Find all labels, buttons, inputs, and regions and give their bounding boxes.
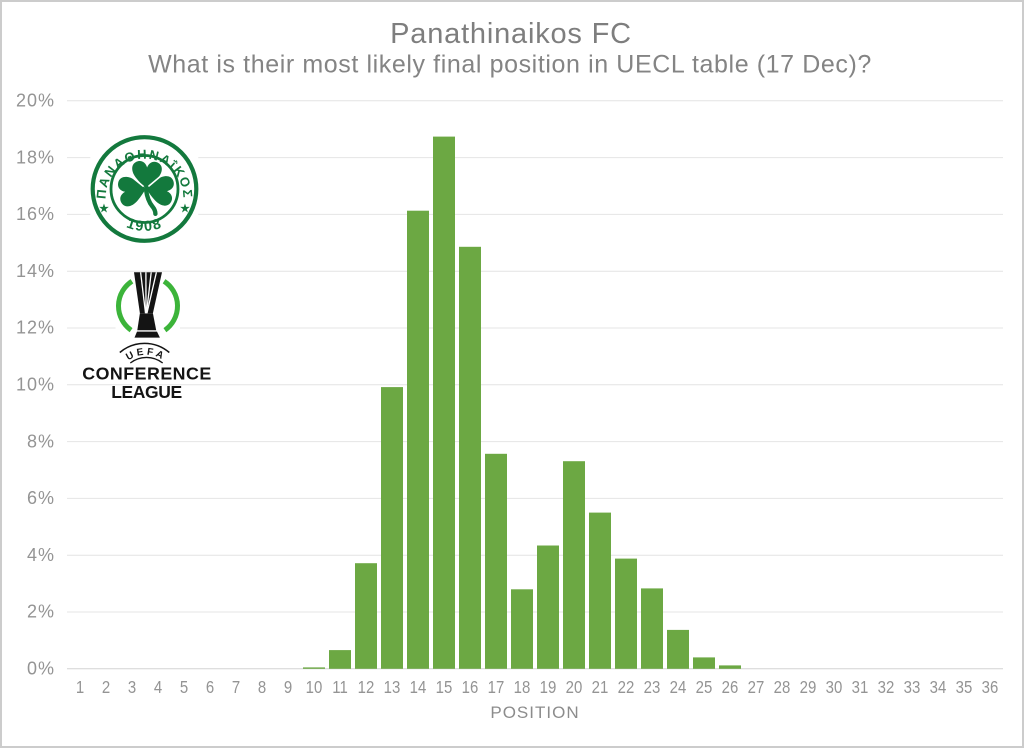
svg-text:8%: 8%: [27, 431, 55, 451]
svg-text:7: 7: [232, 678, 240, 697]
svg-text:10: 10: [306, 678, 323, 697]
svg-text:5: 5: [180, 678, 188, 697]
svg-text:11: 11: [332, 678, 348, 697]
svg-text:9: 9: [284, 678, 292, 697]
svg-text:0%: 0%: [27, 659, 55, 679]
svg-text:33: 33: [904, 678, 921, 697]
svg-text:18%: 18%: [16, 147, 55, 167]
svg-text:Panathinaikos FC: Panathinaikos FC: [390, 18, 632, 50]
svg-text:36: 36: [982, 678, 999, 697]
svg-text:1908: 1908: [125, 216, 165, 235]
svg-text:26: 26: [722, 678, 739, 697]
svg-text:★: ★: [179, 202, 190, 216]
svg-text:10%: 10%: [16, 375, 55, 395]
svg-text:24: 24: [670, 678, 687, 697]
svg-text:8: 8: [258, 678, 266, 697]
svg-text:6: 6: [206, 678, 214, 697]
svg-text:28: 28: [774, 678, 791, 697]
svg-text:CONFERENCE: CONFERENCE: [82, 364, 211, 384]
svg-text:14%: 14%: [16, 261, 55, 281]
svg-text:21: 21: [592, 678, 609, 697]
svg-text:29: 29: [800, 678, 817, 697]
svg-text:16%: 16%: [16, 204, 55, 224]
svg-text:18: 18: [514, 678, 531, 697]
svg-text:12%: 12%: [16, 318, 55, 338]
svg-text:14: 14: [410, 678, 427, 697]
svg-text:19: 19: [540, 678, 557, 697]
svg-text:25: 25: [696, 678, 713, 697]
svg-text:1: 1: [76, 678, 84, 697]
svg-text:32: 32: [878, 678, 895, 697]
svg-text:2: 2: [102, 678, 110, 697]
svg-text:6%: 6%: [27, 488, 55, 508]
svg-text:What is their most likely fina: What is their most likely final position…: [148, 51, 872, 79]
svg-text:4: 4: [154, 678, 162, 697]
svg-text:31: 31: [852, 678, 869, 697]
svg-text:13: 13: [384, 678, 401, 697]
svg-text:34: 34: [930, 678, 947, 697]
svg-text:12: 12: [358, 678, 375, 697]
svg-text:3: 3: [128, 678, 136, 697]
svg-text:20%: 20%: [16, 91, 55, 111]
svg-text:15: 15: [436, 678, 453, 697]
svg-text:★: ★: [98, 202, 109, 216]
svg-text:22: 22: [618, 678, 635, 697]
svg-text:16: 16: [462, 678, 479, 697]
svg-text:LEAGUE: LEAGUE: [111, 382, 182, 402]
svg-text:4%: 4%: [27, 545, 55, 565]
svg-text:23: 23: [644, 678, 661, 697]
svg-text:30: 30: [826, 678, 843, 697]
svg-text:35: 35: [956, 678, 973, 697]
svg-text:27: 27: [748, 678, 765, 697]
svg-text:17: 17: [488, 678, 505, 697]
svg-text:2%: 2%: [27, 602, 55, 622]
svg-text:20: 20: [566, 678, 583, 697]
svg-text:POSITION: POSITION: [490, 703, 579, 722]
